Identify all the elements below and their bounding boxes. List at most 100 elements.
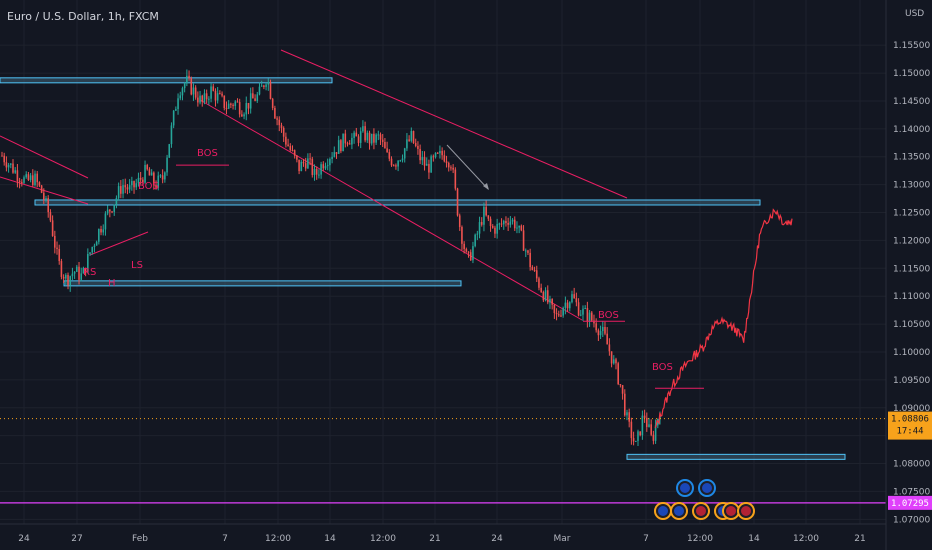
support-resistance-zones[interactable]: [0, 77, 846, 460]
us-flag-icon: [726, 506, 736, 516]
time-tick-label: 12:00: [370, 534, 396, 544]
candle-body: [148, 169, 151, 176]
candle-body: [502, 221, 505, 225]
candle-body: [540, 287, 542, 293]
candle-body: [645, 417, 648, 427]
candle-body: [38, 182, 41, 186]
candle-body: [412, 131, 415, 144]
candle-body: [159, 175, 162, 177]
candle-body: [210, 86, 212, 99]
trend-channels[interactable]: [0, 49, 628, 321]
candle-body: [395, 165, 397, 167]
candle-body: [282, 127, 285, 137]
candle-body: [491, 226, 494, 228]
candle-body: [243, 114, 245, 117]
candle-body: [623, 393, 626, 416]
candle-body: [276, 118, 278, 120]
candle-body: [588, 312, 591, 322]
candle-body: [78, 266, 80, 280]
candle-body: [179, 95, 182, 99]
candle-body: [47, 198, 50, 213]
economic-events[interactable]: [654, 479, 755, 520]
time-tick-label: 12:00: [793, 534, 819, 544]
candle-body: [458, 215, 461, 227]
candle-body: [36, 173, 39, 183]
candle-body: [104, 213, 107, 230]
candle-body: [252, 93, 254, 99]
candle-body: [181, 88, 184, 96]
symbol-title[interactable]: Euro / U.S. Dollar, 1h, FXCM: [7, 10, 159, 23]
price-tick-label: 1.12000: [893, 236, 930, 246]
candle-body: [480, 222, 483, 225]
candle-body: [7, 164, 10, 168]
candle-body: [511, 219, 514, 222]
candle-body: [54, 235, 56, 248]
candle-body: [335, 152, 338, 154]
path-arrow: [446, 144, 489, 190]
candle-body: [377, 134, 380, 136]
price-tick-label: 1.14000: [893, 125, 930, 135]
candle-body: [643, 415, 646, 418]
candle-body: [5, 162, 8, 168]
candle-body: [82, 267, 85, 274]
candle-body: [298, 159, 300, 172]
candle-body: [245, 102, 248, 115]
ls-label: LS: [131, 260, 143, 271]
candle-body: [117, 186, 120, 198]
candle-body: [650, 424, 652, 435]
candle-body: [641, 415, 644, 436]
candle-body: [32, 175, 34, 186]
candle-body: [128, 185, 131, 190]
candle-body: [494, 227, 496, 234]
us-flag-icon: [741, 506, 751, 516]
candle-body: [535, 270, 538, 279]
candle-body: [399, 160, 402, 162]
candle-body: [333, 152, 336, 157]
candle-body: [137, 177, 140, 184]
time-tick-label: 12:00: [687, 534, 713, 544]
candle-body: [507, 222, 509, 225]
candle-body: [608, 344, 611, 352]
candle-body: [441, 150, 443, 156]
candle-body: [311, 158, 314, 175]
candle-body: [186, 75, 188, 84]
candle-body: [564, 302, 567, 308]
candle-body: [533, 270, 536, 272]
currency-label: USD: [905, 9, 924, 19]
candle-body: [606, 333, 608, 345]
candle-body: [342, 133, 344, 152]
candle-body: [463, 243, 465, 250]
candle-body: [465, 249, 468, 252]
candle-body: [560, 315, 562, 317]
candle-body: [80, 273, 83, 280]
candle-body: [232, 104, 234, 106]
price-tick-label: 1.11500: [893, 264, 930, 274]
candle-body: [313, 168, 316, 175]
candle-body: [524, 250, 527, 252]
candle-body: [51, 220, 54, 236]
time-tick-label: 21: [429, 534, 440, 544]
candle-body: [326, 165, 329, 167]
candle-body: [447, 163, 450, 168]
candle-body: [619, 384, 622, 386]
candle-body: [69, 276, 72, 286]
candle-body: [265, 84, 267, 87]
candle-body: [456, 188, 459, 216]
candle-body: [599, 331, 602, 336]
time-axis[interactable]: 24 27 Feb 7 12:00 14 12:00 21 24 Mar 7 12:00 14 12:00…: [18, 534, 865, 544]
candle-body: [197, 97, 199, 103]
candle-body: [522, 230, 525, 251]
main-channel-lower: [199, 99, 583, 321]
price-axis[interactable]: 1.15500 1.15000 1.14500 1.14000 1.13500 1.130…: [888, 41, 932, 525]
price-tick-label: 1.08000: [893, 460, 930, 470]
candle-body: [403, 148, 406, 159]
candle-body: [434, 152, 437, 158]
last-price-value: 1.08806: [891, 415, 929, 425]
candle-body: [531, 267, 534, 271]
bottom-zone: [626, 453, 846, 460]
candle-body: [485, 206, 487, 216]
candle-body: [309, 158, 311, 160]
price-tick-label: 1.15500: [893, 41, 930, 51]
candle-body: [527, 250, 529, 253]
